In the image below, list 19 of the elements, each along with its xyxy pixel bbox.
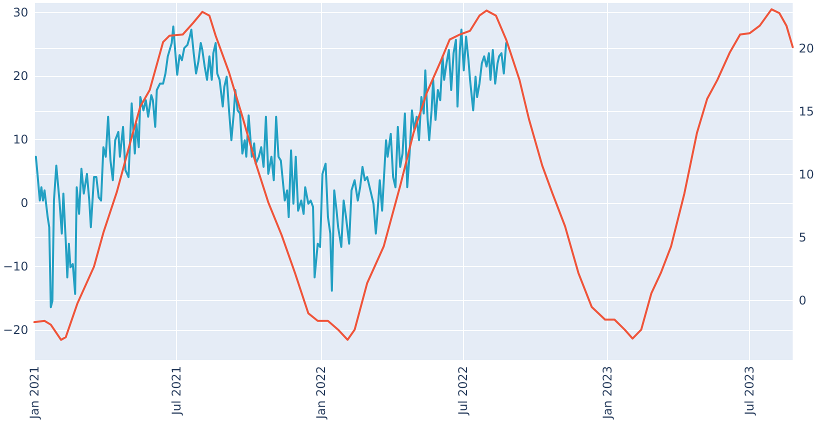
y2-tick-label: 5	[798, 230, 806, 245]
x-tick-label: Jul 2021	[169, 366, 184, 416]
x-tick-label: Jul 2022	[456, 366, 470, 416]
x-tick-label: Jul 2023	[742, 366, 757, 416]
x-tick-label: Jan 2022	[314, 366, 328, 420]
line-series	[33, 8, 794, 341]
y-tick-label: −20	[2, 323, 28, 338]
y-tick-label: −10	[2, 260, 28, 274]
y-tick-label: 20	[13, 69, 28, 84]
y2-tick-label: 20	[798, 41, 814, 56]
y2-tick-label: 15	[798, 104, 814, 118]
y2-tick-label: 0	[798, 294, 806, 308]
x-tick-label: Jan 2021	[27, 366, 42, 420]
y-tick-label: 30	[13, 6, 28, 20]
y-tick-label: 0	[20, 196, 28, 210]
line-series	[34, 26, 508, 308]
y2-tick-label: 10	[798, 168, 814, 182]
x-tick-label: Jan 2023	[600, 366, 614, 420]
y-tick-label: 10	[13, 132, 28, 147]
